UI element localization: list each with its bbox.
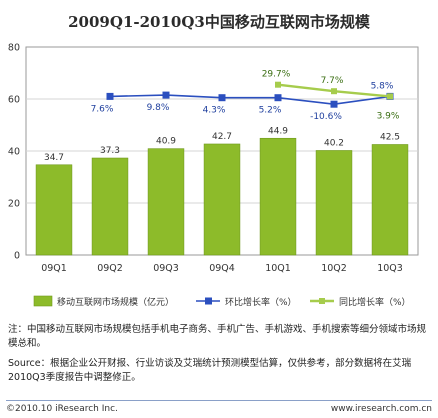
legend-label-yoy: 同比增长率（%） [339, 296, 411, 308]
yoy-growth-label: 7.7% [321, 76, 344, 86]
chart-legend: 移动互联网市场规模（亿元） 环比增长率（%） 同比增长率（%） [33, 295, 411, 308]
y-tick-label: 40 [8, 147, 20, 158]
x-category-label: 10Q1 [265, 263, 291, 274]
y-tick-label: 80 [8, 43, 20, 54]
mom-growth-point [274, 94, 282, 102]
note-text: 注：中国移动互联网市场规模包括手机电子商务、手机广告、手机游戏、手机搜索等细分领… [8, 324, 427, 349]
y-axis-ticks: 0 20 40 60 80 [8, 43, 20, 262]
x-category-label: 09Q2 [97, 263, 123, 274]
x-category-label: 10Q2 [321, 263, 347, 274]
copyright-text: ©2010.10 iResearch Inc. [6, 404, 118, 414]
x-axis-categories: 09Q1 09Q2 09Q3 09Q4 10Q1 10Q2 10Q3 [41, 263, 403, 274]
bar [371, 144, 409, 256]
mom-growth-label: 5.8% [371, 81, 394, 91]
yoy-growth-point [387, 93, 393, 100]
chart-notes: 注：中国移动互联网市场规模包括手机电子商务、手机广告、手机游戏、手机搜索等细分领… [8, 323, 430, 391]
yoy-growth-label: 29.7% [262, 70, 291, 80]
website-link[interactable]: www.iresearch.com.cn [330, 404, 432, 414]
bar-value-label: 40.9 [156, 137, 176, 147]
mom-growth-label: 4.3% [203, 106, 226, 116]
y-tick-label: 60 [8, 95, 20, 106]
chart-title: 2009Q1-2010Q3中国移动互联网市场规模 [68, 13, 371, 31]
mom-growth-point [330, 100, 338, 108]
line-series: 7.6% 9.8% 4.3% 5.2% -10.6% 5.8% 29.7% 7.7% 3.9% [91, 70, 400, 123]
legend-label-bar: 移动互联网市场规模（亿元） [57, 296, 174, 308]
mom-growth-point [106, 92, 114, 100]
mom-growth-label: 7.6% [91, 104, 114, 114]
bar-series [35, 137, 409, 256]
mom-growth-point [218, 94, 226, 102]
x-category-label: 10Q3 [377, 263, 403, 274]
yoy-growth-point [275, 81, 281, 88]
bar [147, 148, 185, 256]
mom-growth-label: 5.2% [259, 106, 282, 116]
bar [91, 157, 129, 256]
legend-marker-mom [205, 297, 212, 305]
yoy-growth-label: 3.9% [377, 111, 400, 121]
x-category-label: 09Q1 [41, 263, 67, 274]
bar [203, 143, 241, 256]
legend-marker-yoy [319, 298, 325, 304]
x-category-label: 09Q4 [209, 263, 235, 274]
bar-value-label: 42.5 [380, 133, 400, 143]
bar [315, 150, 353, 256]
bar [35, 164, 73, 256]
bar-value-label: 44.9 [268, 126, 288, 136]
page-footer: ©2010.10 iResearch Inc. www.iresearch.co… [6, 400, 432, 414]
legend-label-mom: 环比增长率（%） [225, 296, 297, 308]
source-text: Source：根据企业公开财报、行业访谈及艾瑞统计预测模型估算，仅供参考，部分数… [8, 358, 412, 383]
mom-growth-label: -10.6% [310, 112, 342, 122]
bar-data-labels: 34.7 37.3 40.9 42.7 44.9 40.2 42.5 [44, 126, 400, 163]
legend-swatch-bar [33, 295, 53, 307]
yoy-growth-point [331, 88, 337, 95]
y-tick-label: 0 [14, 251, 20, 262]
x-category-label: 09Q3 [153, 263, 179, 274]
y-tick-label: 20 [8, 199, 20, 210]
mom-growth-label: 9.8% [147, 103, 170, 113]
mom-growth-point [162, 91, 170, 99]
bar-value-label: 34.7 [44, 153, 64, 163]
bar-value-label: 42.7 [212, 132, 232, 142]
bar [259, 137, 297, 256]
mom-growth-line [109, 94, 391, 106]
bar-value-label: 37.3 [100, 146, 120, 156]
bar-value-label: 40.2 [324, 138, 344, 148]
